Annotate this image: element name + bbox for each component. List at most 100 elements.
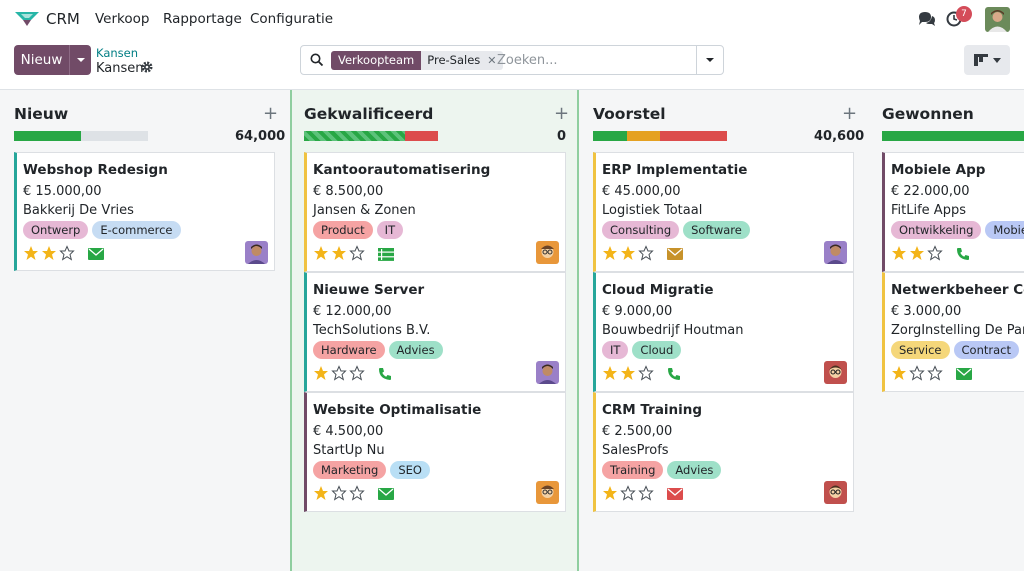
star-empty-icon[interactable] xyxy=(638,245,654,261)
star-empty-icon[interactable] xyxy=(349,245,365,261)
card-title: Netwerkbeheer Contr xyxy=(891,282,1024,298)
star-empty-icon[interactable] xyxy=(638,485,654,501)
quick-create-icon[interactable]: + xyxy=(842,103,858,124)
new-button[interactable]: Nieuw xyxy=(14,45,69,75)
star-filled-icon[interactable] xyxy=(313,365,329,381)
search-options-toggle[interactable] xyxy=(696,46,723,74)
card-title: ERP Implementatie xyxy=(602,162,748,178)
card-title: CRM Training xyxy=(602,402,703,418)
tag: IT xyxy=(602,341,629,359)
menu-verkoop[interactable]: Verkoop xyxy=(95,11,150,27)
star-filled-icon[interactable] xyxy=(909,245,925,261)
column-title[interactable]: Nieuw xyxy=(14,105,69,123)
card-amount: € 45.000,00 xyxy=(602,184,681,199)
star-empty-icon[interactable] xyxy=(331,485,347,501)
column-title[interactable]: Voorstel xyxy=(593,105,666,123)
phone-green-icon[interactable] xyxy=(956,247,970,261)
tag: Service xyxy=(891,341,950,359)
user-avatar[interactable] xyxy=(985,7,1010,32)
kanban-card[interactable]: Nieuwe Server € 12.000,00 TechSolutions … xyxy=(304,272,566,392)
column-title[interactable]: Gewonnen xyxy=(882,105,974,123)
kanban-card[interactable]: Webshop Redesign € 15.000,00 Bakkerij De… xyxy=(14,152,275,271)
tag: Consulting xyxy=(602,221,680,239)
card-avatar[interactable] xyxy=(245,241,268,264)
kanban-card[interactable]: Netwerkbeheer Contr € 3.000,00 ZorgInste… xyxy=(882,272,1024,392)
envelope-green-icon[interactable] xyxy=(956,368,972,380)
card-avatar[interactable] xyxy=(824,241,847,264)
star-filled-icon[interactable] xyxy=(602,365,618,381)
kanban-card[interactable]: Kantoorautomatisering € 8.500,00 Jansen … xyxy=(304,152,566,272)
kanban-card[interactable]: ERP Implementatie € 45.000,00 Logistiek … xyxy=(593,152,854,272)
star-empty-icon[interactable] xyxy=(927,365,943,381)
card-title: Website Optimalisatie xyxy=(313,402,482,418)
star-empty-icon[interactable] xyxy=(349,365,365,381)
search-input[interactable] xyxy=(497,50,693,71)
card-avatar[interactable] xyxy=(536,481,559,504)
phone-green-icon[interactable] xyxy=(667,367,681,381)
kanban-card[interactable]: Mobiele App € 22.000,00 FitLife Apps Ont… xyxy=(882,152,1024,272)
star-filled-icon[interactable] xyxy=(891,365,907,381)
star-empty-icon[interactable] xyxy=(620,485,636,501)
column-progressbar[interactable] xyxy=(304,131,438,141)
chat-icon[interactable] xyxy=(918,11,936,27)
kanban-view-switcher[interactable] xyxy=(964,45,1010,75)
star-filled-icon[interactable] xyxy=(602,485,618,501)
priority-stars xyxy=(602,485,654,501)
star-empty-icon[interactable] xyxy=(909,365,925,381)
star-filled-icon[interactable] xyxy=(41,245,57,261)
tag: Contract xyxy=(953,341,1019,359)
star-filled-icon[interactable] xyxy=(331,245,347,261)
card-company: Jansen & Zonen xyxy=(313,203,416,218)
card-avatar[interactable] xyxy=(824,481,847,504)
star-empty-icon[interactable] xyxy=(331,365,347,381)
card-avatar[interactable] xyxy=(824,361,847,384)
column-progressbar[interactable] xyxy=(882,131,1024,141)
quick-create-icon[interactable]: + xyxy=(554,103,570,124)
envelope-red-icon[interactable] xyxy=(667,488,683,500)
facet-value: Pre-Sales xyxy=(427,53,481,67)
priority-stars xyxy=(891,245,943,261)
search-icon[interactable] xyxy=(310,53,324,67)
envelope-green-icon[interactable] xyxy=(378,488,394,500)
control-divider xyxy=(0,89,1024,90)
breadcrumb-parent[interactable]: Kansen xyxy=(96,46,139,60)
star-empty-icon[interactable] xyxy=(638,365,654,381)
kanban-card[interactable]: Cloud Migratie € 9.000,00 Bouwbedrijf Ho… xyxy=(593,272,854,392)
phone-green-icon[interactable] xyxy=(378,367,392,381)
envelope-green-icon[interactable] xyxy=(88,248,104,260)
column-progressbar[interactable] xyxy=(14,131,148,141)
card-avatar[interactable] xyxy=(536,361,559,384)
star-filled-icon[interactable] xyxy=(23,245,39,261)
star-filled-icon[interactable] xyxy=(891,245,907,261)
facet-remove-icon[interactable]: ✕ xyxy=(487,54,497,67)
column-title[interactable]: Gekwalificeerd xyxy=(304,105,434,123)
new-dropdown-toggle[interactable] xyxy=(69,45,91,75)
star-filled-icon[interactable] xyxy=(620,245,636,261)
envelope-orange-icon[interactable] xyxy=(667,248,683,260)
menu-configuratie[interactable]: Configuratie xyxy=(250,11,334,27)
kanban-card[interactable]: Website Optimalisatie € 4.500,00 StartUp… xyxy=(304,392,566,512)
star-empty-icon[interactable] xyxy=(927,245,943,261)
tag: Product xyxy=(313,221,373,239)
star-empty-icon[interactable] xyxy=(59,245,75,261)
star-filled-icon[interactable] xyxy=(313,485,329,501)
chevron-down-icon xyxy=(992,57,1001,63)
menu-rapportage[interactable]: Rapportage xyxy=(163,11,242,27)
card-amount: € 9.000,00 xyxy=(602,304,673,319)
column-progressbar[interactable] xyxy=(593,131,727,141)
gear-icon[interactable] xyxy=(141,61,153,73)
card-company: Logistiek Totaal xyxy=(602,203,703,218)
list-green-icon[interactable] xyxy=(378,248,394,261)
card-title: Webshop Redesign xyxy=(23,162,168,178)
kanban-board: Nieuw + 64,000 Webshop Redesign € 15.000… xyxy=(0,90,1024,571)
kanban-card[interactable]: CRM Training € 2.500,00 SalesProfs Train… xyxy=(593,392,854,512)
star-filled-icon[interactable] xyxy=(313,245,329,261)
star-filled-icon[interactable] xyxy=(602,245,618,261)
star-filled-icon[interactable] xyxy=(620,365,636,381)
crm-logo-icon[interactable] xyxy=(14,10,40,28)
quick-create-icon[interactable]: + xyxy=(263,103,279,124)
card-avatar[interactable] xyxy=(536,241,559,264)
app-name[interactable]: CRM xyxy=(46,10,80,28)
star-empty-icon[interactable] xyxy=(349,485,365,501)
search-bar: Verkoopteam Pre-Sales ✕ xyxy=(300,45,724,75)
